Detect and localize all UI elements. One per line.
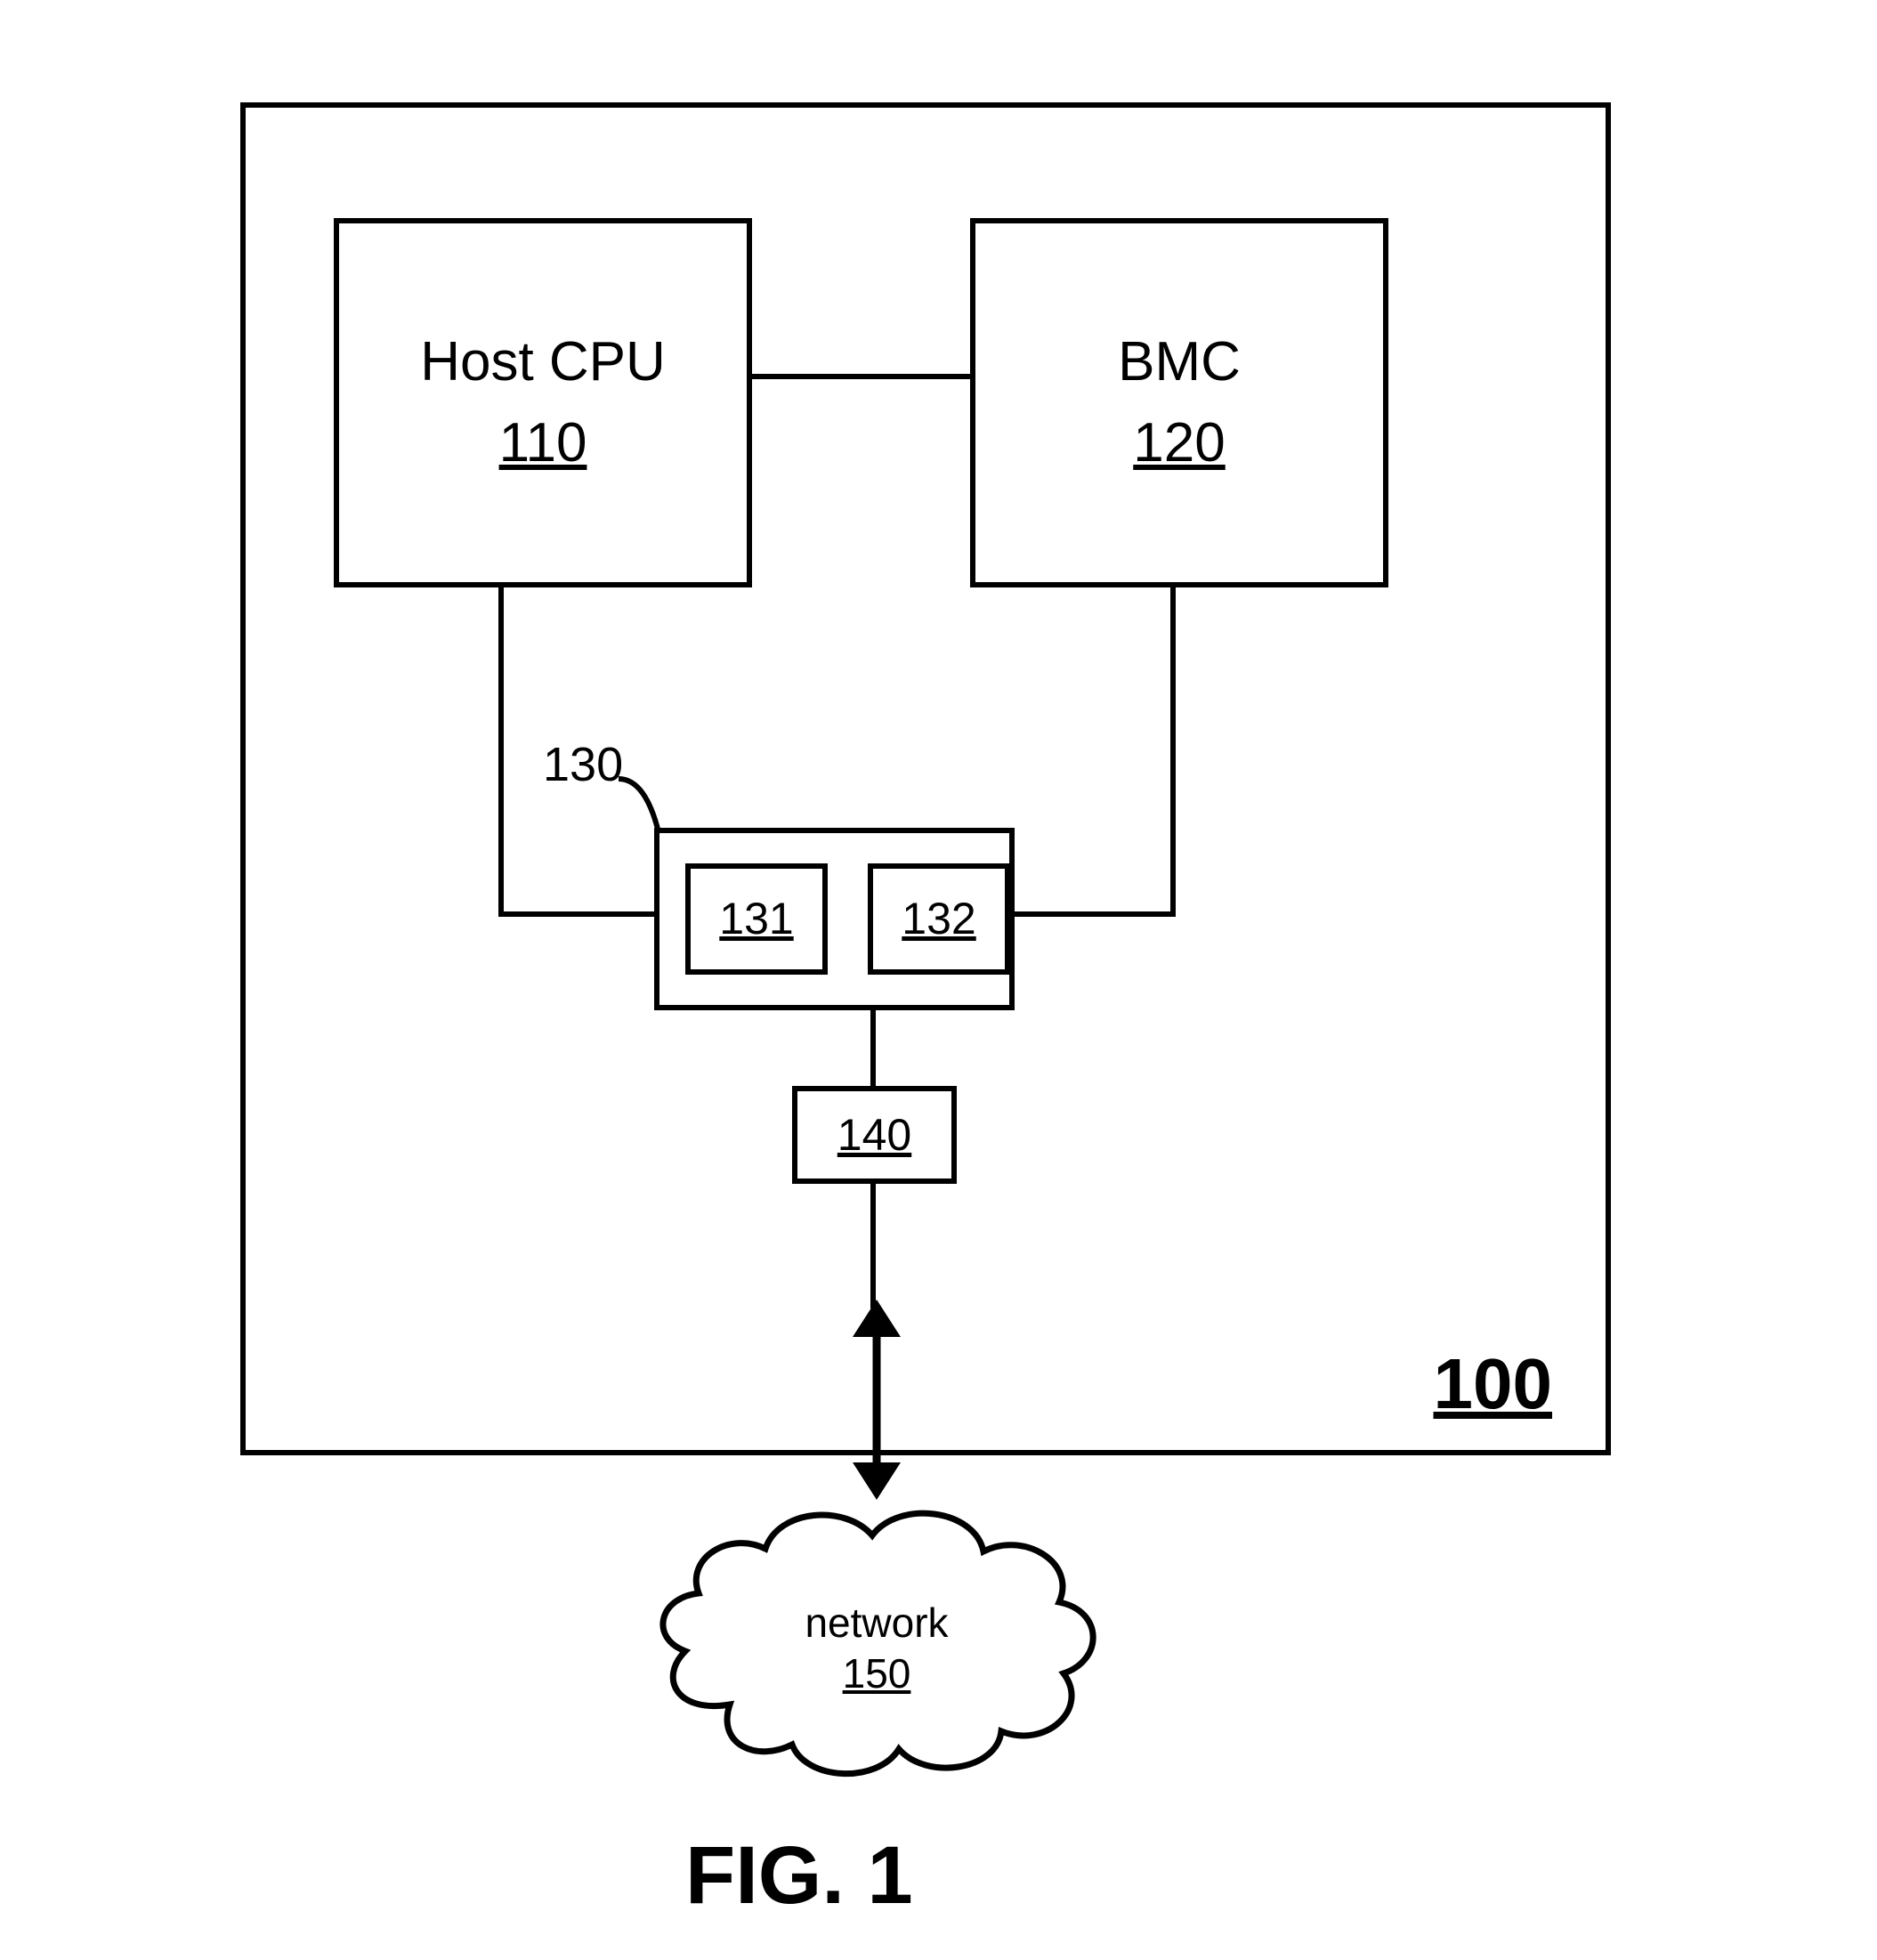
link-connector-edge bbox=[870, 1184, 876, 1308]
system-ref: 100 bbox=[1434, 1345, 1552, 1423]
link-bmc-nic-h bbox=[1015, 911, 1176, 917]
bmc-block: BMC 120 bbox=[970, 218, 1388, 587]
link-hostcpu-nic-h bbox=[498, 911, 657, 917]
network-label: network bbox=[765, 1600, 988, 1646]
connector-ref: 140 bbox=[837, 1111, 911, 1160]
link-nic-connector bbox=[870, 1010, 876, 1089]
bmc-label: BMC bbox=[1118, 332, 1241, 393]
network-ref: 150 bbox=[765, 1651, 988, 1697]
host-cpu-block: Host CPU 110 bbox=[334, 218, 752, 587]
link-hostcpu-nic-v bbox=[498, 587, 504, 917]
link-bmc-nic-v bbox=[1170, 587, 1176, 917]
diagram-canvas: 100 Host CPU 110 BMC 120 130 131 132 140 bbox=[0, 0, 1877, 1960]
host-cpu-ref: 110 bbox=[499, 413, 587, 474]
nic-port-2: 132 bbox=[868, 863, 1010, 975]
host-cpu-label: Host CPU bbox=[420, 332, 666, 393]
link-hostcpu-bmc bbox=[752, 374, 970, 379]
nic-port-1-ref: 131 bbox=[719, 895, 793, 944]
nic-leader bbox=[614, 774, 685, 846]
figure-caption: FIG. 1 bbox=[685, 1829, 913, 1923]
bmc-ref: 120 bbox=[1133, 413, 1225, 474]
nic-ref: 130 bbox=[543, 739, 623, 791]
network-label-group: network 150 bbox=[765, 1600, 988, 1696]
nic-port-1: 131 bbox=[685, 863, 828, 975]
nic-port-2-ref: 132 bbox=[902, 895, 975, 944]
connector-block: 140 bbox=[792, 1086, 957, 1184]
arrow-double bbox=[828, 1300, 926, 1500]
